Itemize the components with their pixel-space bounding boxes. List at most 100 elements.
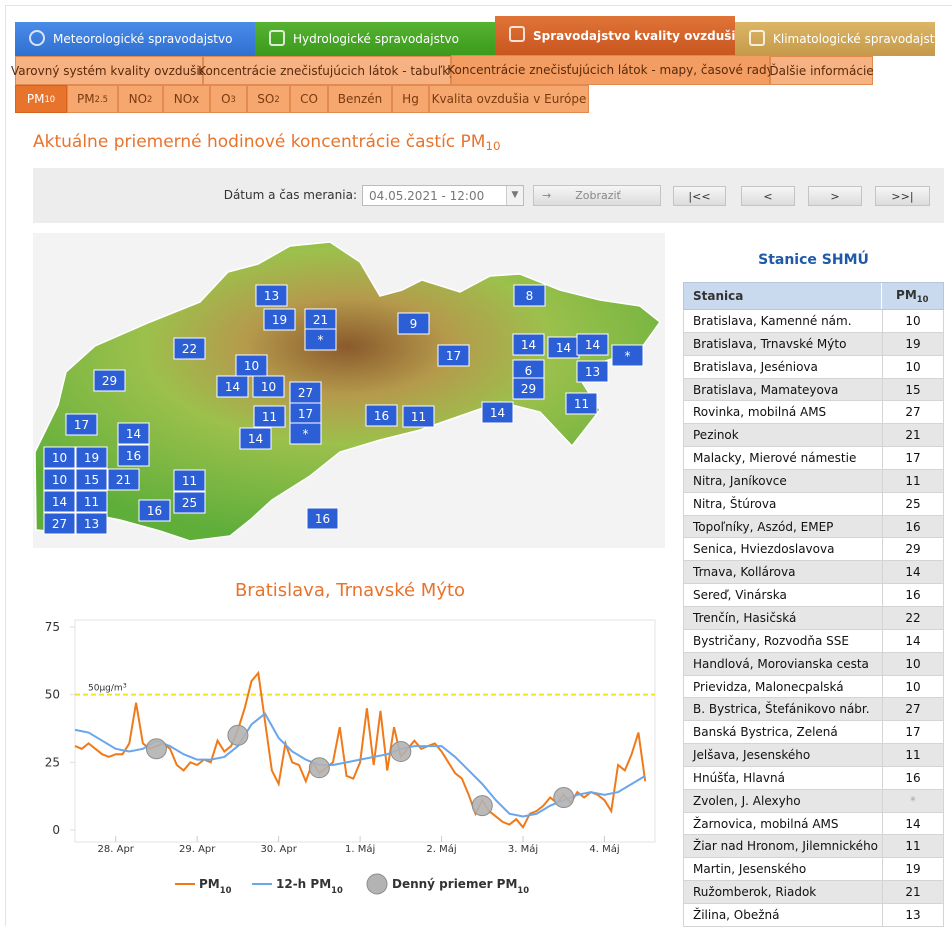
sub-tab[interactable]: Koncentrácie znečisťujúcich látok - mapy… [447,55,774,85]
station-marker: 11 [565,392,598,415]
reference-label: 50μg/m3 [88,682,127,694]
pollutant-tab[interactable]: Kvalita ovzdušia v Európe [429,85,589,113]
station-marker: 16 [306,507,339,530]
station-name: Nitra, Štúrova [684,492,883,515]
pollutant-tab[interactable]: Hg [392,85,429,113]
marker-label: 14 [521,338,536,352]
station-value: 11 [905,473,921,488]
table-row: B. Bystrica, Štefánikovo nábr. 27 [683,698,944,722]
station-marker: 14 [43,490,76,513]
marker-box [173,469,206,492]
station-value: 16 [905,770,921,785]
marker-box [75,446,108,469]
station-value: 10 [905,656,921,671]
table-row: Žarnovica, mobilná AMS 14 [683,812,944,836]
table-row: Pezinok 21 [683,424,944,448]
nav-button[interactable]: < [741,186,795,206]
marker-label: 11 [262,410,277,424]
pollutant-tab[interactable]: NO 2 [118,85,163,113]
marker-label: 11 [84,495,99,509]
station-name: Bystričany, Rozvodňa SSE [684,629,883,652]
nav-button[interactable]: > [808,186,862,206]
station-table: Stanica PM10 Bratislava, Kamenné nám. 10 Bra… [683,282,944,927]
station-value: 17 [905,451,921,466]
marker-box [138,499,171,522]
station-value: 19 [905,862,921,877]
marker-label: 14 [52,495,67,509]
pollutant-tab[interactable]: NOx [163,85,210,113]
sub-tab[interactable]: Varovný systém kvality ovzdušia [11,56,207,85]
daily-average [390,741,412,763]
station-name: Žiar nad Hronom, Jilemnického [684,835,883,858]
pollutant-tab[interactable]: PM 2.5 [67,85,118,113]
station-value: 17 [905,725,921,740]
main-tab[interactable]: Klimatologické spravodajstvo [735,22,935,56]
station-marker: 17 [437,344,470,367]
station-name: Malacky, Mierové námestie [684,447,883,469]
marker-label: 21 [313,313,328,327]
series-line [74,670,647,830]
pollutant-tab[interactable]: CO [290,85,328,113]
station-name: Senica, Hviezdoslavova [684,538,883,561]
marker-box [481,401,514,424]
marker-box [306,507,339,530]
station-marker: 16 [117,444,150,467]
marker-label: 19 [272,313,287,327]
table-row: Jelšava, Jesenského 11 [683,744,944,767]
marker-label: 6 [525,364,533,378]
station-name: Martin, Jesenského [684,858,883,881]
marker-box [512,377,545,400]
station-marker: 16 [138,499,171,522]
daily-average [308,757,330,779]
show-button[interactable]: → Zobraziť [533,185,661,206]
station-value: 14 [905,565,921,580]
pollutant-tab[interactable]: Benzén [328,85,392,113]
graphics: 13 19 21 * 8 9 22 10 14 10 27 17 * 29 17 14 14 14 * 6 13 29 11… [33,233,665,895]
sub-tab[interactable]: Koncentrácie znečisťujúcich látok - tabu… [198,56,456,85]
frame [5,5,952,926]
station-marker: 21 [304,308,337,331]
table-row: Bratislava, Jeséniova 10 [683,355,944,379]
station-name: Jelšava, Jesenského [684,744,883,766]
nav-button[interactable]: >>| [875,186,930,206]
table-title: Stanice SHMÚ [758,252,869,268]
station-name: B. Bystrica, Štefánikovo nábr. [684,698,883,721]
marker-box [365,404,398,427]
marker-box [173,491,206,514]
main-tab[interactable]: Hydrologické spravodajstvo [255,22,495,56]
station-name: Zvolen, J. Alexyho [684,789,883,812]
station-name: Ružomberok, Riadok [684,881,883,903]
main-tab[interactable]: Meteorologické spravodajstvo [15,22,255,56]
station-value: 15 [905,382,921,397]
table-row: Ružomberok, Riadok 21 [683,881,944,904]
y-tick-label: 25 [45,755,60,769]
marker-label: 25 [182,496,197,510]
marker-label: 8 [526,289,534,303]
date-select[interactable]: 04.05.2021 - 12:00 ▼ [362,185,524,206]
pollutant-tab[interactable]: SO 2 [247,85,290,113]
station-value: 29 [905,542,921,557]
sub-tab[interactable]: Ďalšie informácie [769,56,874,85]
station-value: 19 [905,336,921,351]
marker-box [565,392,598,415]
table-row: Trenčín, Hasičská 22 [683,606,944,630]
marker-label: 11 [411,410,426,424]
pollutant-tab[interactable]: PM 10 [15,85,67,113]
date-label: Dátum a čas merania: [223,188,357,202]
nav-button[interactable]: |<< [673,186,726,206]
marker-box [255,284,288,307]
marker-box [253,405,286,428]
marker-box [252,375,285,398]
table-row: Handlová, Morovianska cesta 10 [683,652,944,676]
station-name: Rovinka, mobilná AMS [684,401,883,424]
marker-label: 19 [84,451,99,465]
station-marker: 25 [173,491,206,514]
station-marker: 14 [481,401,514,424]
station-marker: 14 [239,427,272,450]
station-name: Pezinok [684,424,883,447]
marker-label: 13 [585,365,600,379]
marker-label: 27 [298,386,313,400]
date-value: 04.05.2021 - 12:00 [369,189,485,203]
main-tab[interactable]: Spravodajstvo kvality ovzdušia [495,16,735,56]
